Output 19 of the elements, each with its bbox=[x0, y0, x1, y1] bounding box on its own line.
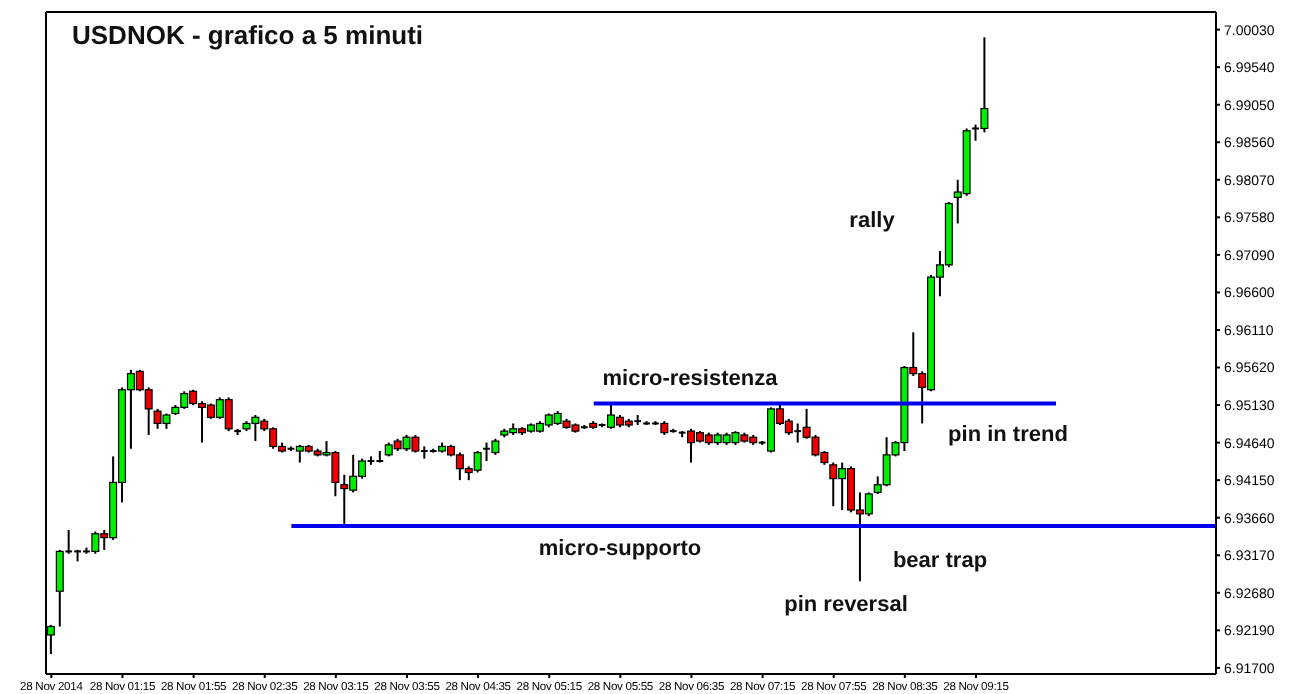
candlestick bbox=[767, 406, 776, 454]
annotation: pin reversal bbox=[784, 593, 908, 619]
candlestick bbox=[829, 461, 838, 508]
annotation: micro-resistenza bbox=[602, 367, 778, 393]
candlestick bbox=[980, 36, 989, 134]
annotation: micro-supporto bbox=[538, 537, 702, 563]
candlestick bbox=[793, 422, 803, 444]
candlestick bbox=[340, 473, 349, 525]
annotation: pin in trend bbox=[948, 423, 1068, 449]
candlestick bbox=[482, 441, 491, 462]
candlestick bbox=[473, 450, 482, 474]
candlestick bbox=[224, 396, 233, 433]
annotation: bear trap bbox=[892, 549, 988, 575]
chart-title: USDNOK - grafico a 5 minuti bbox=[72, 20, 424, 50]
candlestick bbox=[864, 491, 873, 518]
candlestick bbox=[55, 548, 64, 628]
candlestick bbox=[687, 427, 696, 464]
annotation: rally bbox=[849, 209, 895, 235]
candlestick bbox=[91, 530, 100, 555]
